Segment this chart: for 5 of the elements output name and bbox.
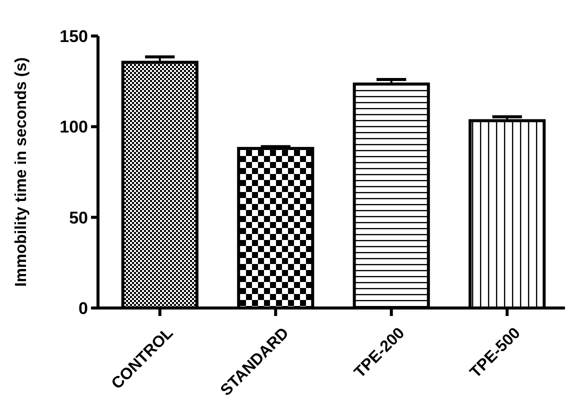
y-tick-label: 0	[78, 298, 88, 318]
y-tick-label: 150	[60, 26, 88, 46]
y-tick-label: 50	[69, 208, 88, 228]
y-tick-label: 100	[60, 118, 88, 137]
y-axis-title: Immobility time in seconds (s)	[13, 57, 30, 287]
